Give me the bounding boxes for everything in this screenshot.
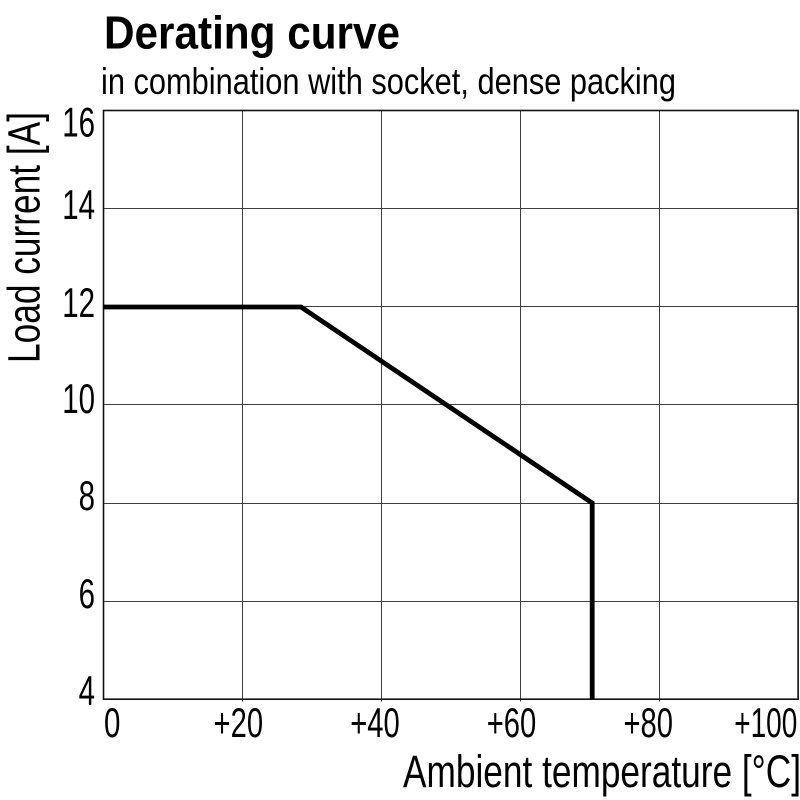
svg-text:8: 8 — [79, 472, 95, 519]
svg-text:10: 10 — [62, 375, 95, 422]
svg-text:4: 4 — [79, 667, 95, 714]
svg-text:+40: +40 — [350, 699, 400, 746]
svg-text:16: 16 — [62, 99, 95, 146]
svg-text:+100: +100 — [734, 699, 797, 746]
svg-text:+80: +80 — [623, 699, 673, 746]
svg-text:Load current [A]: Load current [A] — [0, 112, 50, 363]
svg-text:0: 0 — [104, 699, 120, 746]
svg-text:Derating curve: Derating curve — [104, 7, 400, 59]
svg-text:+20: +20 — [214, 699, 264, 746]
svg-text:12: 12 — [62, 279, 95, 326]
svg-text:+60: +60 — [487, 699, 537, 746]
svg-text:Ambient temperature [°C]: Ambient temperature [°C] — [403, 746, 800, 797]
svg-text:in combination with socket, de: in combination with socket, dense packin… — [101, 60, 676, 102]
svg-text:6: 6 — [79, 570, 95, 617]
svg-text:14: 14 — [62, 181, 95, 228]
